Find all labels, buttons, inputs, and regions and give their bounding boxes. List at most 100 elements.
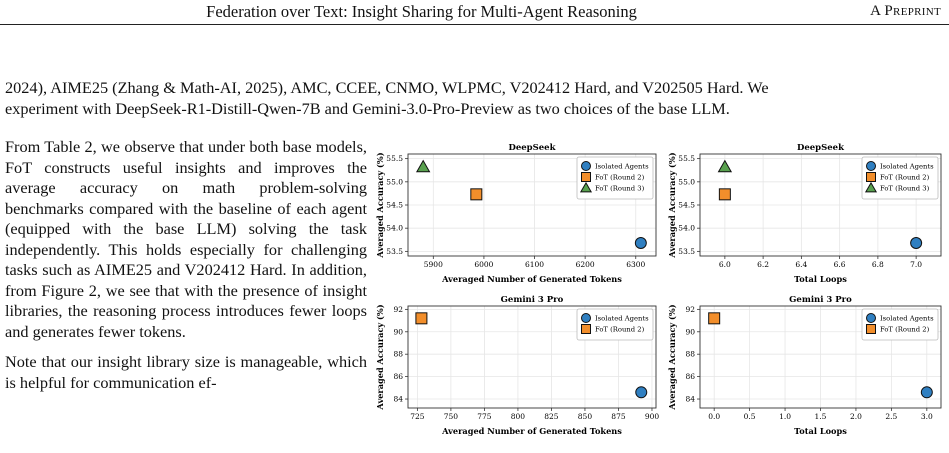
tick-label-x: 1.0 (779, 412, 791, 421)
tick-label-y: 86 (393, 372, 403, 381)
tick-label-x: 6100 (525, 260, 544, 269)
legend-marker-square (866, 172, 876, 182)
data-point-triangle (415, 159, 431, 173)
y-axis-label: Averaged Accuracy (%) (375, 152, 385, 258)
data-point-square (470, 188, 483, 201)
tick-label-x: 725 (410, 412, 425, 421)
legend-label: FoT (Round 3) (595, 185, 645, 193)
plot-frame (699, 305, 942, 409)
tick-label-x: 1.5 (815, 412, 827, 421)
paragraph-library-size: Note that our insight library size is ma… (5, 352, 367, 392)
tick-label-y: 55.0 (386, 177, 403, 186)
chart-title: Gemini 3 Pro (789, 295, 852, 305)
tick-label-y: 54.0 (678, 224, 695, 233)
tick-label-x: 900 (645, 412, 660, 421)
legend-box (861, 156, 939, 200)
tick-label-x: 875 (611, 412, 626, 421)
tick-label-x: 6.2 (757, 260, 769, 269)
tick-label-y: 55.5 (386, 154, 403, 163)
legend-marker-circle (866, 313, 876, 323)
tick-label-x: 0.0 (708, 412, 720, 421)
figure-2: DeepSeek 5900 6000 6100 6200 6300 53.5 54.0 54.5… (374, 140, 949, 450)
chart-svg: Gemini 3 Pro 725 750 775 800 825 850 875 900 84 86… (375, 295, 660, 436)
legend-box (861, 308, 939, 341)
tick-label-x: 825 (544, 412, 559, 421)
data-point-circle (635, 386, 648, 399)
data-point-triangle (717, 159, 733, 173)
tick-label-x: 775 (477, 412, 492, 421)
chart-deepseek-tokens: DeepSeek 5900 6000 6100 6200 6300 53.5 54.0 54.5… (374, 140, 664, 288)
tick-label-x: 6.6 (834, 260, 846, 269)
tick-label-x: 5900 (424, 260, 443, 269)
tick-label-x: 6200 (576, 260, 595, 269)
tick-label-y: 90 (685, 327, 695, 336)
tick-label-x: 6.4 (795, 260, 807, 269)
data-point-square (718, 188, 731, 201)
tick-label-x: 6.0 (719, 260, 731, 269)
data-point-circle (920, 386, 933, 399)
legend-label: Isolated Agents (880, 163, 934, 171)
tick-label-x: 2.5 (885, 412, 897, 421)
plot-frame (407, 153, 657, 257)
legend-label: Isolated Agents (595, 315, 649, 323)
tick-label-y: 92 (685, 305, 695, 314)
tick-label-x: 2.0 (850, 412, 862, 421)
chart-gemini-loops: Gemini 3 Pro 0.0 0.5 1.0 1.5 2.0 2.5 3.0 84 86 88 9… (666, 292, 949, 440)
tick-label-y: 54.5 (678, 201, 695, 210)
data-point-circle (910, 237, 923, 250)
tick-label-y: 86 (685, 372, 695, 381)
tick-label-y: 55.0 (678, 177, 695, 186)
chart-deepseek-loops: DeepSeek 6.0 6.2 6.4 6.6 6.8 7.0 53.5 54.0 54.5 55… (666, 140, 949, 288)
legend-label: Isolated Agents (595, 163, 649, 171)
data-point-circle (634, 237, 647, 250)
tick-label-x: 750 (444, 412, 459, 421)
chart-title: DeepSeek (509, 143, 557, 153)
tick-label-y: 88 (393, 350, 403, 359)
chart-svg: DeepSeek 6.0 6.2 6.4 6.6 6.8 7.0 53.5 54.0 54.5 55… (667, 143, 942, 284)
y-axis-label: Averaged Accuracy (%) (375, 304, 385, 410)
tick-label-x: 7.0 (910, 260, 922, 269)
page-header: Federation over Text: Insight Sharing fo… (0, 0, 949, 24)
tick-label-y: 90 (393, 327, 403, 336)
legend-marker-square (581, 172, 591, 182)
chart-title: DeepSeek (797, 143, 845, 153)
tick-label-x: 850 (578, 412, 593, 421)
tick-label-x: 3.0 (921, 412, 933, 421)
intro-text: 2024), AIME25 (Zhang & Math-AI, 2025), A… (5, 77, 945, 119)
legend-label: FoT (Round 2) (880, 326, 930, 334)
tick-label-x: 6.8 (872, 260, 884, 269)
tick-label-x: 6000 (474, 260, 493, 269)
plot-frame (407, 305, 657, 409)
tick-label-x: 6300 (626, 260, 645, 269)
tick-label-x: 0.5 (744, 412, 756, 421)
chart-svg: Gemini 3 Pro 0.0 0.5 1.0 1.5 2.0 2.5 3.0 84 86 88 9… (667, 295, 942, 436)
chart-gemini-tokens: Gemini 3 Pro 725 750 775 800 825 850 875 900 84 86… (374, 292, 664, 440)
intro-line-2: experiment with DeepSeek-R1-Distill-Qwen… (5, 99, 730, 118)
legend-marker-square (581, 324, 591, 334)
data-point-square (708, 312, 721, 325)
tick-label-y: 92 (393, 305, 403, 314)
legend-marker-circle (866, 161, 876, 171)
x-axis-label: Total Loops (794, 274, 847, 284)
chart-svg: DeepSeek 5900 6000 6100 6200 6300 53.5 54.0 54.5… (375, 143, 657, 284)
y-axis-label: Averaged Accuracy (%) (667, 304, 677, 410)
header-rule (0, 24, 949, 25)
tick-label-x: 800 (511, 412, 526, 421)
legend-marker-circle (581, 161, 591, 171)
legend-box (576, 308, 654, 341)
paragraph-results: From Table 2, we observe that under both… (5, 137, 367, 341)
x-axis-label: Averaged Number of Generated Tokens (441, 426, 622, 436)
preprint-label: A Preprint (870, 3, 941, 19)
tick-label-y: 54.5 (386, 201, 403, 210)
legend-label: FoT (Round 2) (880, 174, 930, 182)
tick-label-y: 53.5 (386, 247, 403, 256)
tick-label-y: 84 (393, 395, 403, 404)
tick-label-y: 53.5 (678, 247, 695, 256)
tick-label-y: 54.0 (386, 224, 403, 233)
legend-label: FoT (Round 2) (595, 174, 645, 182)
legend-label: FoT (Round 2) (595, 326, 645, 334)
legend-label: Isolated Agents (880, 315, 934, 323)
x-axis-label: Averaged Number of Generated Tokens (441, 274, 622, 284)
intro-line-1: 2024), AIME25 (Zhang & Math-AI, 2025), A… (5, 78, 769, 97)
body-column: From Table 2, we observe that under both… (5, 137, 367, 403)
